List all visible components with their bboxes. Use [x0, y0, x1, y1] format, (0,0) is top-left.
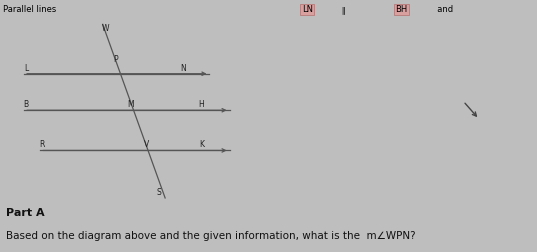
Text: V: V — [144, 140, 150, 149]
Text: H: H — [199, 100, 204, 109]
Text: LN: LN — [302, 5, 313, 14]
Text: L: L — [24, 64, 28, 73]
Text: ∥: ∥ — [339, 5, 349, 14]
Text: N: N — [180, 64, 186, 73]
Text: Based on the diagram above and the given information, what is the  m∠WPN?: Based on the diagram above and the given… — [6, 231, 416, 241]
Text: Parallel lines: Parallel lines — [3, 5, 61, 14]
Text: B: B — [24, 100, 29, 109]
Text: BH: BH — [395, 5, 408, 14]
Text: K: K — [199, 140, 204, 149]
Text: R: R — [40, 140, 45, 149]
Text: W: W — [102, 23, 110, 33]
Text: S: S — [157, 188, 162, 197]
Text: P: P — [114, 55, 118, 64]
Text: M: M — [128, 100, 134, 109]
Text: and: and — [432, 5, 459, 14]
Text: Part A: Part A — [6, 208, 45, 218]
